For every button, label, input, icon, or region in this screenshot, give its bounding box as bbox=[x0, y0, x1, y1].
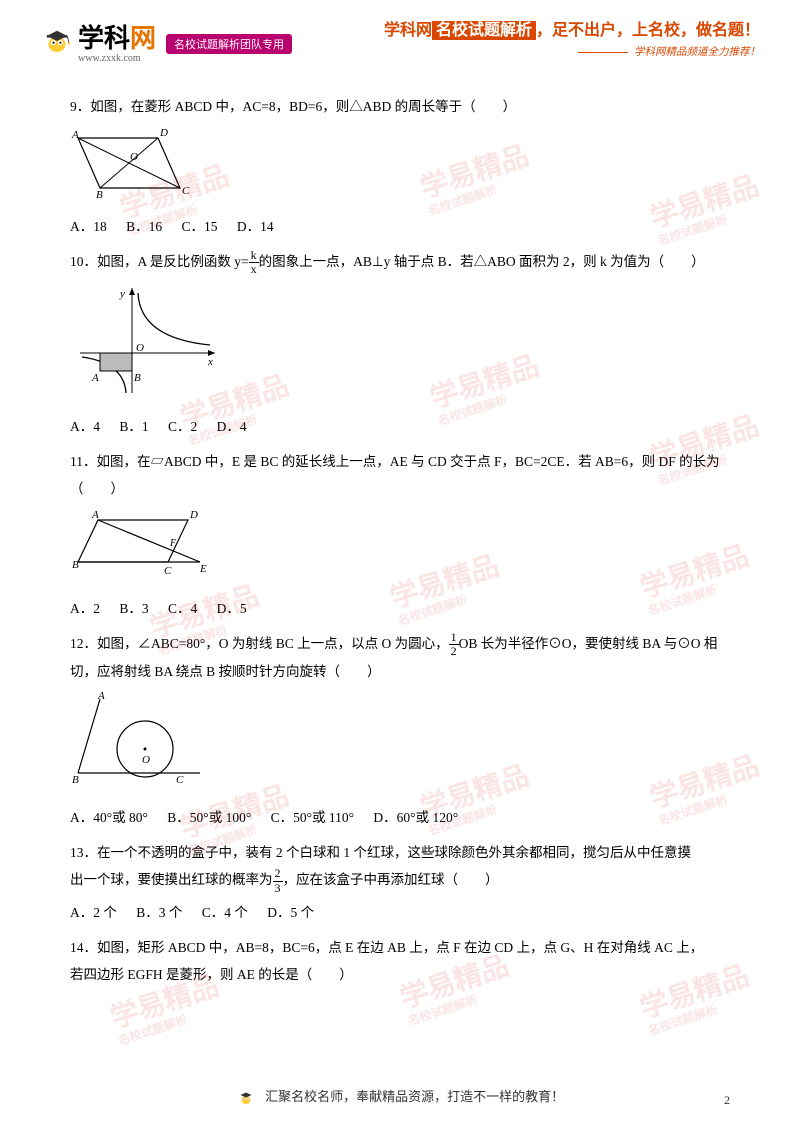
q11-choice-c: C．4 bbox=[168, 601, 197, 616]
question-11: 11．如图，在▱ABCD 中，E 是 BC 的延长线上一点，AE 与 CD 交于… bbox=[70, 448, 730, 622]
q13-line2: 出一个球，要使摸出红球的概率为23，应在该盒子中再添加红球（ ） bbox=[70, 866, 730, 895]
svg-text:B: B bbox=[72, 774, 79, 786]
q12-choice-a: A．40°或 80° bbox=[70, 810, 148, 825]
question-13: 13．在一个不透明的盒子中，装有 2 个白球和 1 个红球，这些球除颜色外其余都… bbox=[70, 839, 730, 926]
svg-text:C: C bbox=[182, 185, 190, 197]
q11-text: 11．如图，在▱ABCD 中，E 是 BC 的延长线上一点，AE 与 CD 交于… bbox=[70, 448, 730, 502]
q12-choice-c: C．50°或 110° bbox=[271, 810, 354, 825]
q9-choice-c: C．15 bbox=[182, 219, 218, 234]
q13-choices: A．2 个 B．3 个 C．4 个 D．5 个 bbox=[70, 899, 730, 926]
svg-text:B: B bbox=[72, 559, 79, 571]
q10-choice-a: A．4 bbox=[70, 419, 100, 434]
team-badge: 名校试题解析团队专用 bbox=[166, 34, 292, 54]
q14-line1: 14．如图，矩形 ABCD 中，AB=8，BC=6，点 E 在边 AB 上，点 … bbox=[70, 934, 730, 961]
header-banner: 学科网名校试题解析，足不出户，上名校，做名题！ bbox=[384, 16, 760, 40]
q13-choice-c: C．4 个 bbox=[202, 905, 248, 920]
q12-choice-b: B．50°或 100° bbox=[167, 810, 251, 825]
page-footer: 汇聚名校名师，奉献精品资源，打造不一样的教育！ bbox=[0, 1086, 800, 1108]
question-10: 10．如图，A 是反比例函数 y=kx的图象上一点，AB⊥y 轴于点 B．若△A… bbox=[70, 248, 730, 440]
svg-text:x: x bbox=[207, 356, 213, 368]
question-14: 14．如图，矩形 ABCD 中，AB=8，BC=6，点 E 在边 AB 上，点 … bbox=[70, 934, 730, 988]
q10-choice-b: B．1 bbox=[119, 419, 148, 434]
logo-text: 学科网 bbox=[78, 18, 156, 55]
footer-text: 汇聚名校名师，奉献精品资源，打造不一样的教育！ bbox=[265, 1089, 564, 1104]
question-12: 12．如图，∠ABC=80°，O 为射线 BC 上一点，以点 O 为圆心，12O… bbox=[70, 630, 730, 832]
q9-text: 9．如图，在菱形 ABCD 中，AC=8，BD=6，则△ABD 的周长等于（ ） bbox=[70, 93, 730, 120]
q9-choice-d: D．14 bbox=[237, 219, 274, 234]
q10-figure: A B O x y bbox=[70, 283, 730, 407]
question-9: 9．如图，在菱形 ABCD 中，AC=8，BD=6，则△ABD 的周长等于（ ）… bbox=[70, 93, 730, 240]
q10-text: 10．如图，A 是反比例函数 y=kx的图象上一点，AB⊥y 轴于点 B．若△A… bbox=[70, 248, 730, 277]
header-right: 学科网名校试题解析，足不出户，上名校，做名题！ 学科网精品频道全力推荐！ bbox=[384, 16, 760, 59]
q11-choice-a: A．2 bbox=[70, 601, 100, 616]
q9-choice-a: A．18 bbox=[70, 219, 107, 234]
svg-text:A: A bbox=[91, 509, 99, 521]
svg-text:A: A bbox=[91, 372, 99, 384]
page-number: 2 bbox=[724, 1093, 730, 1108]
svg-text:D: D bbox=[189, 509, 198, 521]
svg-text:C: C bbox=[176, 774, 184, 786]
svg-text:C: C bbox=[164, 565, 172, 577]
q9-choices: A．18 B．16 C．15 D．14 bbox=[70, 213, 730, 240]
page-header: 学科网 www.zxxk.com 名校试题解析团队专用 学科网名校试题解析，足不… bbox=[0, 0, 800, 75]
svg-text:B: B bbox=[134, 372, 141, 384]
svg-text:A: A bbox=[97, 691, 105, 702]
svg-text:D: D bbox=[159, 127, 168, 139]
svg-text:O: O bbox=[136, 342, 144, 354]
content: 9．如图，在菱形 ABCD 中，AC=8，BD=6，则△ABD 的周长等于（ ）… bbox=[0, 75, 800, 988]
svg-text:A: A bbox=[71, 129, 79, 141]
q13-line1: 13．在一个不透明的盒子中，装有 2 个白球和 1 个红球，这些球除颜色外其余都… bbox=[70, 839, 730, 866]
q13-choice-d: D．5 个 bbox=[267, 905, 314, 920]
q10-choices: A．4 B．1 C．2 D．4 bbox=[70, 413, 730, 440]
svg-text:y: y bbox=[119, 288, 125, 300]
q12-text: 12．如图，∠ABC=80°，O 为射线 BC 上一点，以点 O 为圆心，12O… bbox=[70, 630, 730, 686]
q11-figure: A D B C E F bbox=[70, 508, 730, 589]
q9-figure: A D B C O bbox=[70, 126, 730, 207]
svg-text:O: O bbox=[130, 151, 138, 163]
q12-figure: A B O C bbox=[70, 691, 730, 798]
q13-choice-b: B．3 个 bbox=[136, 905, 182, 920]
q9-choice-b: B．16 bbox=[126, 219, 162, 234]
svg-text:F: F bbox=[169, 538, 177, 549]
svg-text:E: E bbox=[199, 563, 207, 575]
graduate-icon bbox=[236, 1088, 256, 1108]
q11-choice-d: D．5 bbox=[217, 601, 247, 616]
svg-text:B: B bbox=[96, 189, 103, 198]
q12-choices: A．40°或 80° B．50°或 100° C．50°或 110° D．60°… bbox=[70, 804, 730, 831]
graduate-icon bbox=[40, 24, 74, 58]
logo-block: 学科网 www.zxxk.com bbox=[40, 18, 156, 64]
header-subtitle: 学科网精品频道全力推荐！ bbox=[384, 44, 760, 59]
q14-line2: 若四边形 EGFH 是菱形，则 AE 的长是（ ） bbox=[70, 961, 730, 988]
q13-choice-a: A．2 个 bbox=[70, 905, 117, 920]
q11-choice-b: B．3 bbox=[119, 601, 148, 616]
svg-text:O: O bbox=[142, 754, 150, 766]
q10-choice-c: C．2 bbox=[168, 419, 197, 434]
q10-choice-d: D．4 bbox=[217, 419, 247, 434]
q12-choice-d: D．60°或 120° bbox=[373, 810, 458, 825]
q11-choices: A．2 B．3 C．4 D．5 bbox=[70, 595, 730, 622]
